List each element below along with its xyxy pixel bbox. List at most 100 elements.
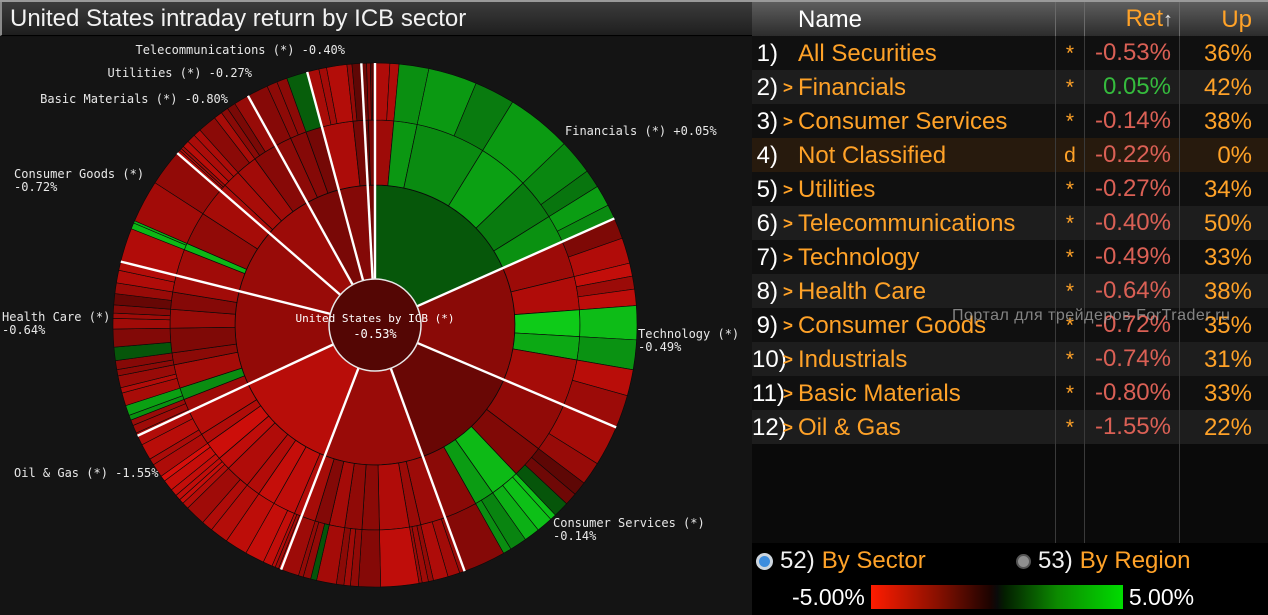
sector-divider-line (360, 63, 374, 281)
table-row-financials[interactable]: 2) > Financials * 0.05% 42% (752, 70, 1268, 106)
flag-indicator: * (1055, 240, 1085, 276)
row-number: 4) (756, 142, 778, 169)
col-header-flag (1055, 2, 1085, 37)
return-value: -0.64% (1085, 274, 1180, 310)
ret-column-rule (1085, 444, 1180, 543)
return-value: -0.40% (1085, 206, 1180, 242)
table-row-industrials[interactable]: 10) > Industrials * -0.74% 31% (752, 342, 1268, 378)
by-sector-label: By Sector (821, 547, 926, 574)
sunburst-chart: United States by ICB (*) -0.53% (112, 62, 638, 588)
row-number: 2) (756, 74, 778, 101)
sector-name: Financials (798, 74, 907, 101)
up-percent: 34% (1203, 176, 1252, 203)
sector-divider-line (120, 260, 332, 316)
col-header-up[interactable]: Up (1221, 5, 1252, 33)
return-value: 0.05% (1085, 70, 1180, 106)
sector-name: All Securities (798, 40, 937, 67)
col-header-name[interactable]: Name (798, 5, 863, 33)
return-value: -0.27% (1085, 172, 1180, 208)
return-value: -0.80% (1085, 376, 1180, 412)
sector-divider-line (246, 95, 355, 287)
return-value: -0.22% (1085, 138, 1180, 174)
subindustry-wedge (579, 305, 638, 341)
row-number: 12) (752, 414, 787, 441)
center-label-name: United States by ICB (*) (296, 312, 455, 325)
sector-divider-line (176, 152, 342, 297)
table-row-basic-materials[interactable]: 11) > Basic Materials * -0.80% 33% (752, 376, 1268, 412)
table-row-utilities[interactable]: 5) > Utilities * -0.27% 34% (752, 172, 1268, 208)
page-title: United States intraday return by ICB sec… (10, 5, 467, 32)
center-label-return: -0.53% (353, 327, 397, 341)
sector-name: Industrials (798, 346, 908, 373)
table-panel: Name Ret↑ Up 1) All Securities * -0.53% 36% 2… (752, 2, 1268, 615)
expand-arrow-icon: > (783, 248, 793, 267)
sector-table-body: 1) All Securities * -0.53% 36% 2) > Financials *… (752, 36, 1268, 446)
chart-panel: United States intraday return by ICB sec… (0, 2, 752, 615)
row-number: 10) (752, 346, 787, 373)
expand-arrow-icon: > (783, 180, 793, 199)
sector-divider-line (389, 366, 466, 572)
by-region-number: 53) (1038, 547, 1073, 574)
sector-divider-line (137, 342, 335, 437)
flag-indicator: * (1055, 308, 1085, 344)
sector-name: Basic Materials (798, 380, 961, 407)
scale-min-label: -5.00% (792, 583, 865, 610)
up-percent: 50% (1203, 210, 1252, 237)
flag-indicator: * (1055, 36, 1085, 72)
up-percent: 33% (1203, 380, 1252, 407)
table-row-telecommunications[interactable]: 6) > Telecommunications * -0.40% 50% (752, 206, 1268, 242)
sector-divider-line (415, 217, 615, 308)
flag-indicator: * (1055, 274, 1085, 310)
sector-name: Utilities (798, 176, 876, 203)
sector-name: Consumer Services (798, 108, 1008, 135)
view-toggle-row: 52) By Sector 53) By Region (752, 543, 1268, 579)
sector-name: Telecommunications (798, 210, 1016, 237)
chart-center-disk[interactable] (328, 278, 422, 372)
up-percent: 33% (1203, 244, 1252, 271)
radio-selected-icon[interactable] (756, 552, 773, 570)
color-scale-bar (870, 585, 1123, 609)
sector-divider-line (279, 366, 360, 571)
table-row-technology[interactable]: 7) > Technology * -0.49% 33% (752, 240, 1268, 276)
by-sector-radio[interactable]: 52) By Sector (756, 543, 926, 579)
up-percent: 38% (1203, 108, 1252, 135)
table-row-consumer-services[interactable]: 3) > Consumer Services * -0.14% 38% (752, 104, 1268, 140)
table-row-consumer-goods[interactable]: 9) > Consumer Goods * -0.72% 35% (752, 308, 1268, 344)
up-percent: 36% (1203, 40, 1252, 67)
flag-indicator: * (1055, 376, 1085, 412)
sector-name: Health Care (798, 278, 927, 305)
by-region-radio[interactable]: 53) By Region (1016, 543, 1190, 579)
sector-divider-line (415, 341, 617, 429)
flag-column-rule (1055, 444, 1085, 543)
row-number: 8) (756, 278, 778, 305)
expand-arrow-icon: > (783, 350, 793, 369)
row-number: 3) (756, 108, 778, 135)
expand-arrow-icon: > (783, 418, 793, 437)
up-percent: 35% (1203, 312, 1252, 339)
flag-indicator: d (1055, 138, 1085, 174)
col-header-ret[interactable]: Ret↑ (1085, 2, 1180, 37)
ret-header-label: Ret (1125, 5, 1163, 32)
flag-indicator: * (1055, 104, 1085, 140)
radio-unselected-icon[interactable] (1016, 553, 1031, 569)
by-region-label: By Region (1079, 547, 1191, 574)
row-number: 9) (756, 312, 778, 339)
table-row-all-securities[interactable]: 1) All Securities * -0.53% 36% (752, 36, 1268, 72)
flag-indicator: * (1055, 70, 1085, 106)
expand-arrow-icon: > (783, 78, 793, 97)
up-percent: 22% (1203, 414, 1252, 441)
return-value: -0.74% (1085, 342, 1180, 378)
sector-name: Oil & Gas (798, 414, 901, 441)
table-row-not-classified[interactable]: 4) Not Classified d -0.22% 0% (752, 138, 1268, 174)
table-empty-area (752, 444, 1268, 543)
scale-max-label: 5.00% (1128, 583, 1195, 610)
sort-ascending-icon: ↑ (1163, 9, 1173, 31)
table-row-health-care[interactable]: 8) > Health Care * -0.64% 38% (752, 274, 1268, 310)
up-percent: 31% (1203, 346, 1252, 373)
expand-arrow-icon: > (783, 384, 793, 403)
row-number: 6) (756, 210, 778, 237)
sector-name: Consumer Goods (798, 312, 987, 339)
row-number: 5) (756, 176, 778, 203)
table-row-oil-gas[interactable]: 12) > Oil & Gas * -1.55% 22% (752, 410, 1268, 446)
